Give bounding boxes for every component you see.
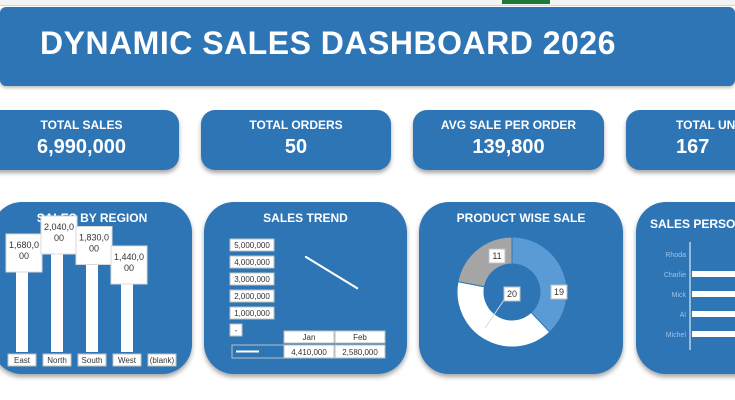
kpi-value: 50 bbox=[284, 136, 308, 158]
kpi-label: TOTAL SALES bbox=[40, 118, 123, 132]
trend-table-header-cell bbox=[334, 330, 386, 344]
trend-y-tick-label: - bbox=[235, 326, 238, 335]
kpi-label: TOTAL UN bbox=[676, 118, 735, 132]
region-bar-north bbox=[51, 250, 63, 352]
donut-label: 19 bbox=[554, 287, 564, 297]
region-bar-east bbox=[16, 268, 28, 352]
region-data-label: 00 bbox=[54, 233, 64, 243]
person-axis-label: Michel bbox=[666, 332, 687, 339]
region-axis-label-box bbox=[42, 353, 72, 367]
donut-slice-20 bbox=[456, 281, 551, 348]
donut-label-box bbox=[488, 248, 506, 264]
trend-y-tick-label: 5,000,000 bbox=[234, 241, 270, 250]
dashboard-header: DYNAMIC SALES DASHBOARD 2026 bbox=[0, 7, 735, 86]
panel-title: SALES TREND bbox=[263, 211, 348, 225]
person-bar-mick bbox=[692, 291, 735, 297]
trend-y-tick-box bbox=[229, 323, 243, 337]
region-data-label: 00 bbox=[89, 244, 99, 254]
region-axis-label-box bbox=[77, 353, 107, 367]
product-wise-sale-panel[interactable]: PRODUCT WISE SALE 19 20 11 bbox=[419, 202, 623, 374]
trend-table-value-cell bbox=[334, 344, 386, 359]
kpi-card-total-units[interactable]: TOTAL UN 167 bbox=[626, 110, 735, 170]
trend-table-legend-cell bbox=[231, 344, 285, 359]
spreadsheet-toolbar-strip bbox=[0, 0, 735, 6]
kpi-label: TOTAL ORDERS bbox=[249, 118, 343, 132]
sales-person-panel[interactable]: SALES PERSON Rhoda Charlie Mick Al Michel bbox=[636, 202, 735, 374]
region-axis-label: (blank) bbox=[150, 356, 175, 365]
region-axis-label-box bbox=[147, 353, 177, 367]
sales-trend-chart: 5,000,000 4,000,000 3,000,000 2,000,000 1,00… bbox=[229, 238, 386, 359]
trend-y-tick-label: 3,000,000 bbox=[234, 275, 270, 284]
kpi-value: 6,990,000 bbox=[37, 136, 126, 158]
donut-slice-19 bbox=[511, 236, 568, 333]
donut-label: 11 bbox=[492, 251, 501, 261]
region-data-label: 2,040,0 bbox=[44, 222, 74, 232]
trend-point bbox=[304, 255, 308, 259]
region-data-label-box bbox=[110, 245, 148, 285]
donut-label-box bbox=[550, 284, 568, 300]
sales-by-region-panel[interactable]: SALES BY REGION 1,680,0 00 East 2,040,0 00 No… bbox=[0, 202, 192, 374]
region-data-label: 1,830,0 bbox=[79, 233, 109, 243]
toolbar-accent-mark bbox=[502, 0, 550, 4]
person-axis-label: Al bbox=[680, 312, 687, 319]
panel-title: PRODUCT WISE SALE bbox=[456, 211, 586, 225]
trend-y-tick-box bbox=[229, 306, 275, 320]
person-bar-al bbox=[692, 311, 735, 317]
trend-table-header: Feb bbox=[353, 333, 367, 342]
trend-y-tick-box bbox=[229, 272, 275, 286]
region-axis-label: North bbox=[47, 356, 67, 365]
region-data-label: 1,440,0 bbox=[114, 252, 144, 262]
trend-y-tick-box bbox=[229, 255, 275, 269]
trend-y-tick-label: 2,000,000 bbox=[234, 292, 270, 301]
sales-trend-panel[interactable]: SALES TREND 5,000,000 4,000,000 3,000,000 2… bbox=[204, 202, 407, 374]
product-wise-sale-chart: 19 20 11 bbox=[456, 236, 568, 348]
kpi-card-avg-sale[interactable]: AVG SALE PER ORDER 139,800 bbox=[413, 110, 604, 170]
donut-leader-line bbox=[484, 299, 505, 329]
trend-table-value: 2,580,000 bbox=[342, 348, 378, 357]
region-data-label: 00 bbox=[124, 263, 134, 273]
region-axis-label: South bbox=[82, 356, 103, 365]
trend-line bbox=[305, 256, 358, 289]
kpi-card-total-sales[interactable]: TOTAL SALES 6,990,000 bbox=[0, 110, 179, 170]
trend-table-header: Jan bbox=[303, 333, 316, 342]
person-axis-label: Mick bbox=[672, 292, 687, 299]
region-axis-label-box bbox=[7, 353, 37, 367]
trend-y-tick-label: 1,000,000 bbox=[234, 309, 270, 318]
sales-person-chart: Rhoda Charlie Mick Al Michel bbox=[664, 242, 735, 350]
person-bar-charlie bbox=[692, 271, 735, 277]
region-data-label-box bbox=[75, 226, 113, 265]
kpi-label: AVG SALE PER ORDER bbox=[440, 118, 577, 132]
trend-y-tick-box bbox=[229, 238, 275, 252]
donut-label: 20 bbox=[507, 289, 517, 299]
region-axis-label: West bbox=[118, 356, 137, 365]
region-data-label: 1,680,0 bbox=[9, 240, 39, 250]
region-bar-south bbox=[86, 260, 98, 352]
trend-y-tick-box bbox=[229, 289, 275, 303]
region-data-label: 00 bbox=[19, 251, 29, 261]
trend-table-header-cell bbox=[283, 330, 335, 344]
person-axis-label: Charlie bbox=[664, 272, 686, 279]
kpi-card-total-orders[interactable]: TOTAL ORDERS 50 bbox=[201, 110, 391, 170]
region-bar-west bbox=[121, 280, 133, 352]
kpi-value: 167 bbox=[676, 136, 710, 158]
person-bar-michel bbox=[692, 331, 735, 337]
sales-by-region-chart: 1,680,000East2,040,000North1,830,000Sout… bbox=[5, 215, 177, 367]
kpi-value: 139,800 bbox=[472, 136, 545, 158]
person-axis-label: Rhoda bbox=[665, 252, 686, 259]
dashboard-title: DYNAMIC SALES DASHBOARD 2026 bbox=[40, 25, 616, 61]
trend-table-value: 4,410,000 bbox=[291, 348, 327, 357]
trend-y-tick-label: 4,000,000 bbox=[234, 258, 270, 267]
region-axis-label-box bbox=[112, 353, 142, 367]
donut-label-box bbox=[503, 286, 521, 302]
region-axis-label: East bbox=[14, 356, 31, 365]
trend-point bbox=[355, 286, 359, 290]
panel-title: SALES PERSON bbox=[650, 217, 735, 231]
